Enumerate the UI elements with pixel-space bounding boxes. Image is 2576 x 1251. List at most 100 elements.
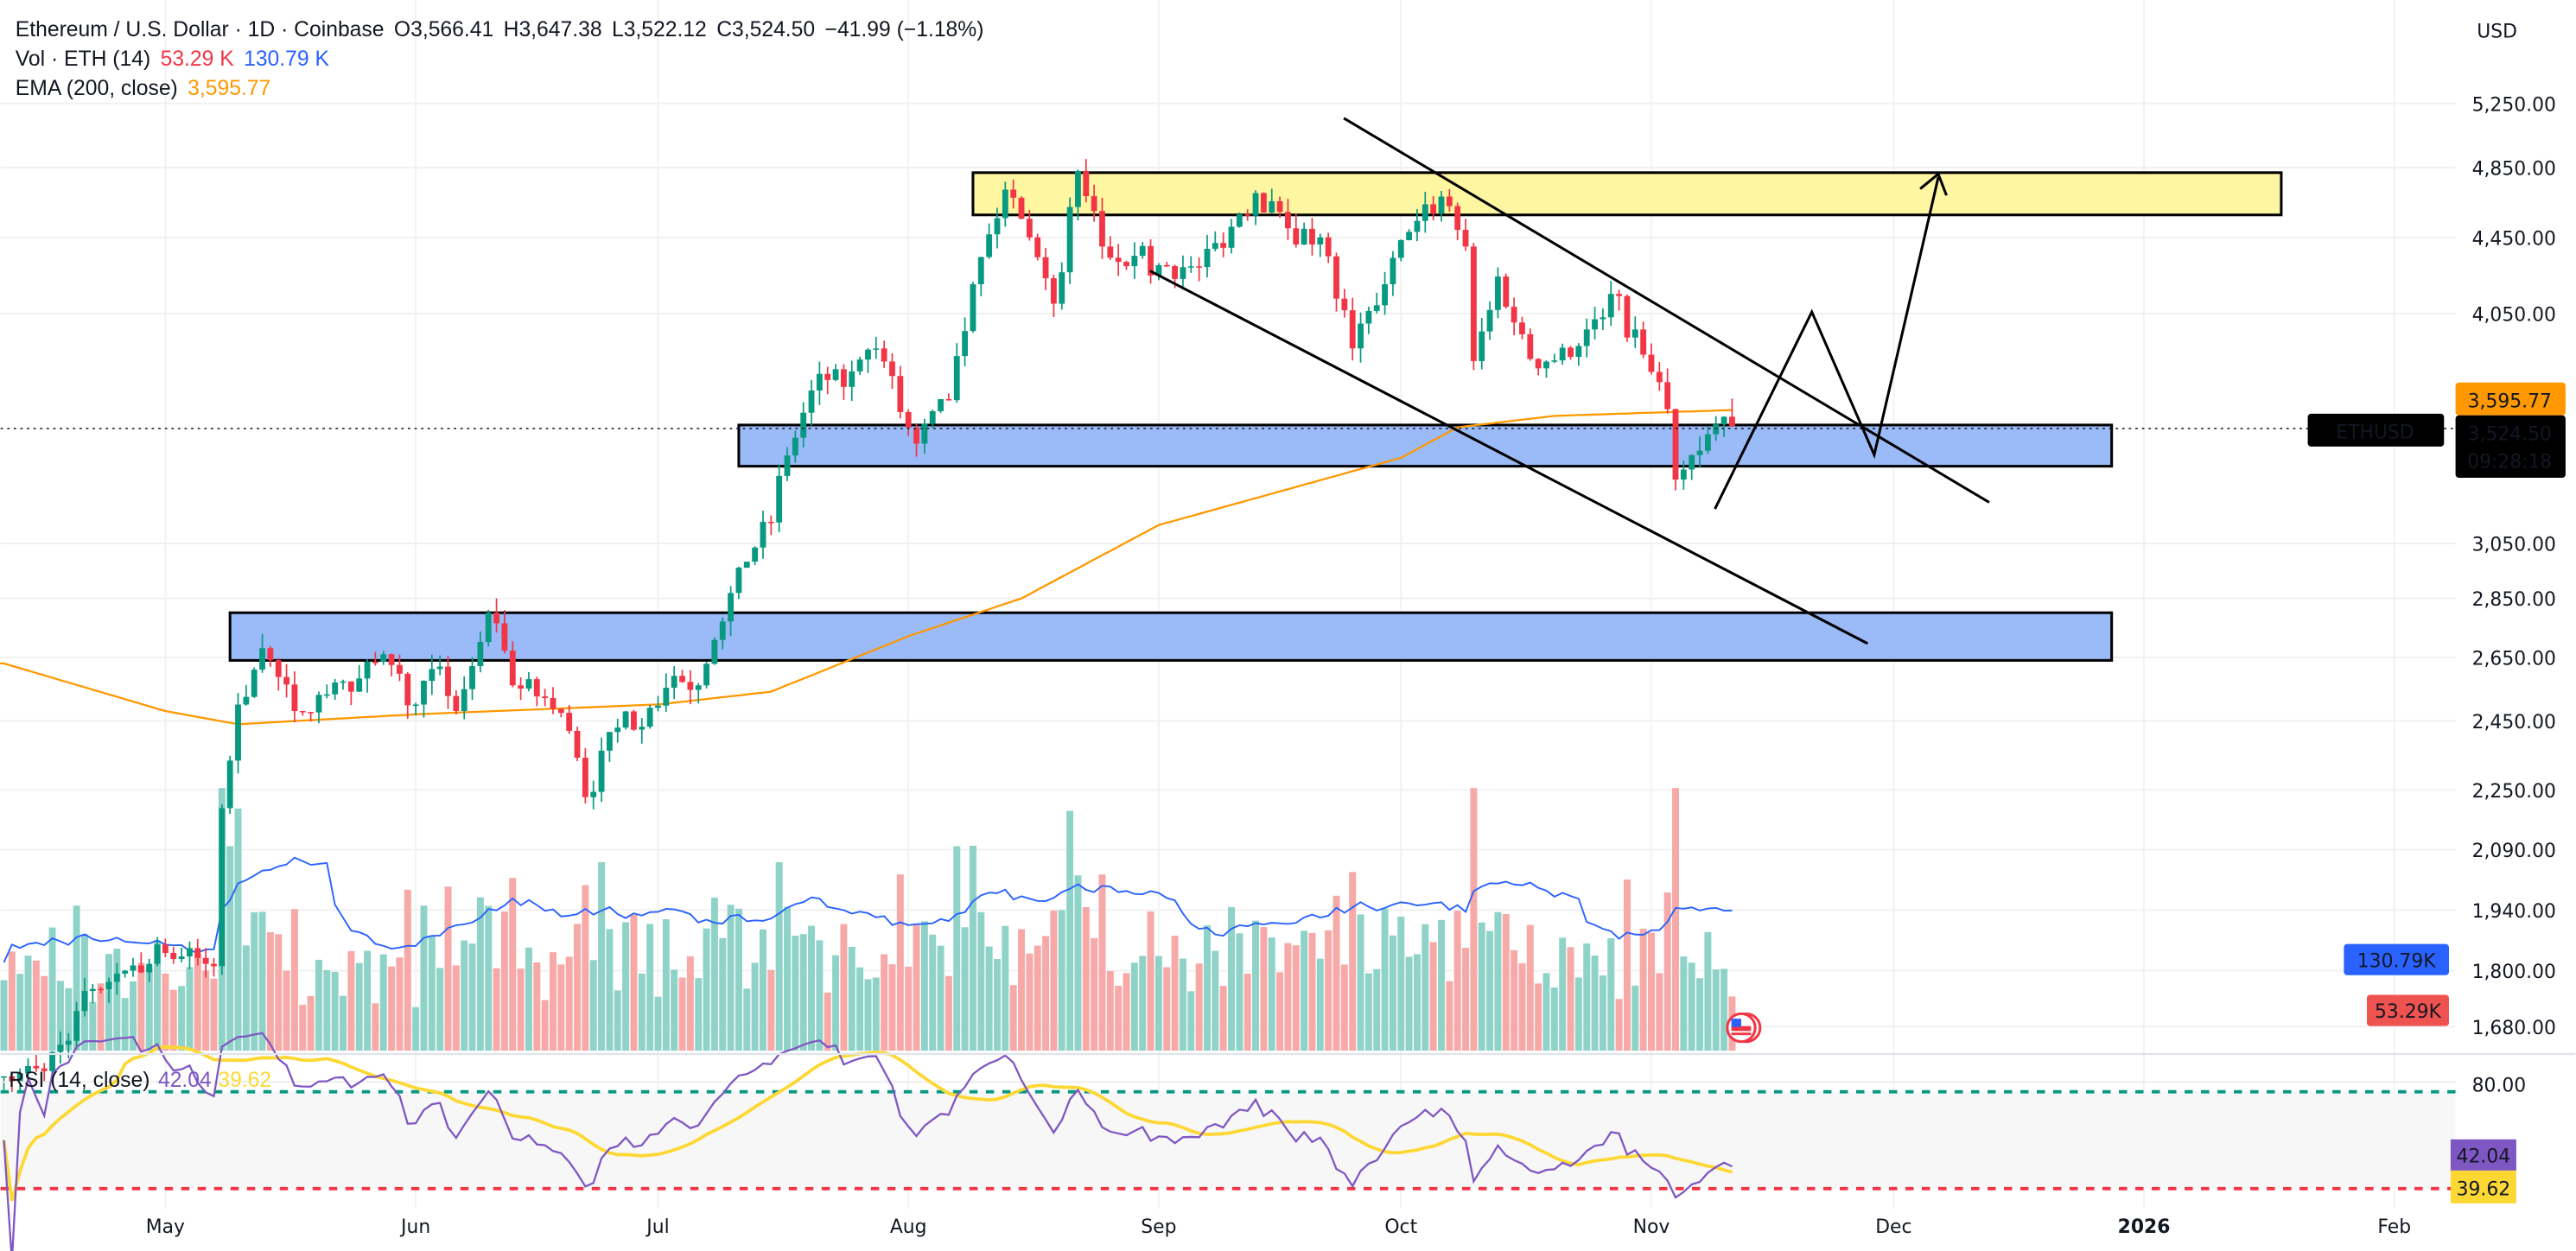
candle-body <box>364 661 371 679</box>
zone-resistance[interactable] <box>971 171 2283 217</box>
candle-body <box>542 696 549 699</box>
drawings[interactable] <box>1149 117 1990 645</box>
last-price: 3,524.50 <box>2468 423 2552 445</box>
candle-body <box>1034 237 1041 257</box>
ema-label[interactable]: EMA (200, close) <box>16 77 178 100</box>
candle-body <box>614 727 621 733</box>
candle-body <box>33 1065 40 1069</box>
bar-countdown: 09:28:18 <box>2467 452 2552 473</box>
volume-bar <box>509 878 517 1051</box>
candle-body <box>65 1040 72 1045</box>
candle-body <box>1066 206 1073 273</box>
volume-bar <box>864 979 872 1051</box>
volume-bar <box>1058 910 1065 1051</box>
time-axis[interactable]: May Jun Jul Aug Sep Oct Nov Dec 2026 Feb <box>146 1216 2411 1238</box>
volume-bar <box>275 934 283 1051</box>
candle-body <box>453 695 460 712</box>
candle-body <box>1656 371 1663 383</box>
candle-body <box>921 423 928 444</box>
candle-body <box>226 760 233 809</box>
candle-body <box>1583 329 1590 346</box>
volume-bar <box>881 954 888 1051</box>
candle-body <box>663 688 670 706</box>
candle-body <box>1430 204 1437 214</box>
candle-body <box>1631 329 1638 338</box>
candle-body <box>380 654 387 662</box>
svg-text:EMA (200, close)3,595.77: EMA (200, close) 3,595.77 <box>16 77 270 100</box>
price-tick-label: 2,650.00 <box>2472 648 2556 670</box>
candle-body <box>1422 204 1428 221</box>
price-axis[interactable]: 5,250.00 4,850.00 4,450.00 4,050.00 3,050.00… <box>2472 94 2556 1039</box>
volume-bar <box>1680 956 1688 1051</box>
volume-bar <box>1284 943 1292 1051</box>
volume-bar <box>1002 925 1009 1051</box>
price-tick-label: 4,450.00 <box>2472 228 2556 250</box>
volume-bar <box>533 962 541 1051</box>
volume-bar <box>929 934 937 1051</box>
candle-body <box>412 704 419 707</box>
volume-bar <box>525 947 532 1051</box>
candle-body <box>1107 246 1114 258</box>
price-tick-label: 5,250.00 <box>2472 94 2556 116</box>
candle-body <box>1454 206 1461 231</box>
volume-bar <box>1712 969 1720 1051</box>
volume-bar <box>1535 983 1542 1051</box>
candle-body <box>113 973 120 982</box>
volume-bar <box>476 897 484 1051</box>
channel-lower-trendline[interactable] <box>1149 270 1868 645</box>
candle-body <box>1438 196 1445 214</box>
volume-bar <box>315 959 322 1051</box>
candle-body <box>1172 265 1179 279</box>
candle-body <box>404 673 411 706</box>
volume-bar <box>154 941 162 1051</box>
volume-bar <box>41 975 48 1051</box>
candle-body <box>1397 239 1404 258</box>
volume-bar <box>1276 972 1284 1051</box>
volume-bar <box>73 905 80 1051</box>
volume-bar <box>258 911 266 1051</box>
zone-support-lower[interactable] <box>228 611 2114 662</box>
candle-body <box>1148 245 1154 276</box>
candle-body <box>219 808 226 967</box>
volume-bar <box>710 898 718 1051</box>
candle-body <box>429 669 436 682</box>
candle-body <box>970 283 976 332</box>
volume-bar <box>1647 932 1655 1051</box>
symbol-title[interactable]: Ethereum / U.S. Dollar · 1D · Coinbase <box>16 18 385 41</box>
volume-bar <box>32 960 40 1051</box>
time-tick-label: Sep <box>1141 1216 1176 1238</box>
volume-label[interactable]: Vol · ETH (14) <box>16 48 150 71</box>
volume-bar <box>493 968 500 1051</box>
volume-bar <box>372 1003 379 1051</box>
currency-label[interactable]: USD <box>2477 22 2517 43</box>
candle-body <box>711 639 718 664</box>
candle-body <box>1285 212 1291 229</box>
svg-text:53.29K: 53.29K <box>2375 1001 2442 1023</box>
candle-body <box>671 676 677 689</box>
volume-bar <box>0 980 8 1051</box>
candle-body <box>1664 382 1671 410</box>
volume-bar <box>1704 931 1712 1051</box>
candle-body <box>1091 196 1097 212</box>
volume-bar <box>396 957 404 1051</box>
channel-upper-trendline[interactable] <box>1343 117 1990 504</box>
volume-bar <box>1301 930 1308 1051</box>
volume-bar <box>1187 991 1195 1051</box>
candle-body <box>679 676 685 683</box>
candle-body <box>485 613 492 643</box>
price-tick-label: 1,800.00 <box>2472 962 2556 983</box>
volume-bar <box>1721 968 1728 1051</box>
candle-body <box>841 369 847 387</box>
volume-bar <box>1438 919 1445 1051</box>
rsi-label[interactable]: RSI (14, close) <box>9 1069 149 1092</box>
volume-bar <box>1672 788 1680 1051</box>
rsi-line <box>3 1032 1733 1251</box>
volume-bar <box>1462 948 1470 1051</box>
candle-body <box>308 712 315 714</box>
volume-bar <box>888 964 896 1051</box>
us-flag-event-icon[interactable] <box>1726 1012 1762 1044</box>
projection-path[interactable] <box>1714 176 1940 510</box>
candle-body <box>1010 189 1017 198</box>
volume-bar <box>1340 964 1348 1051</box>
